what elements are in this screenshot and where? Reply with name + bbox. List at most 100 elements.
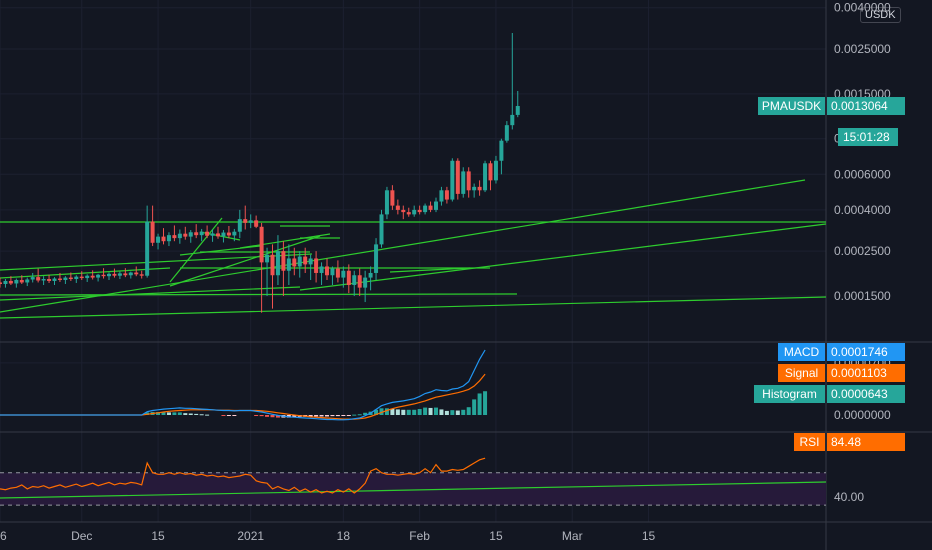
- candle-body: [3, 280, 8, 284]
- candle-body: [275, 251, 280, 276]
- candle-body: [243, 219, 248, 223]
- candle-body: [79, 276, 84, 279]
- candle-body: [63, 277, 68, 280]
- candle-body: [128, 272, 133, 276]
- price-axis-label: 0.0004000: [834, 203, 891, 217]
- macd-histogram-bar: [423, 407, 428, 415]
- time-axis-label: Mar: [562, 529, 583, 543]
- trendline: [0, 293, 518, 296]
- candle-body: [188, 232, 193, 237]
- macd-histogram-bar: [450, 410, 455, 415]
- candle-body: [270, 254, 275, 276]
- candle-body: [19, 279, 24, 283]
- candle-body: [41, 279, 46, 281]
- candle-body: [510, 114, 515, 126]
- macd-histogram-bar: [483, 391, 488, 415]
- candle-body: [395, 205, 400, 210]
- macd-histogram-bar: [270, 415, 275, 418]
- macd-histogram-bar: [357, 414, 362, 416]
- macd-histogram-bar: [346, 415, 351, 416]
- macd-histogram-bar: [161, 412, 166, 415]
- candle-body: [248, 220, 253, 223]
- macd-histogram-bar: [226, 415, 231, 416]
- macd-histogram-bar: [363, 412, 368, 415]
- macd-histogram-bar: [390, 408, 395, 415]
- candle-body: [134, 272, 139, 275]
- time-axis-label: 18: [337, 529, 351, 543]
- candle-body: [357, 275, 362, 288]
- macd-histogram-bar: [183, 413, 188, 415]
- candle-body: [314, 258, 319, 273]
- candle-body: [199, 231, 204, 236]
- candle-body: [504, 125, 509, 141]
- histogram-tag-label: Histogram: [762, 387, 817, 401]
- currency-label[interactable]: USDK: [860, 7, 901, 23]
- trendline: [0, 286, 301, 301]
- trendline: [0, 296, 827, 319]
- macd-histogram-bar: [466, 407, 471, 415]
- macd-histogram-bar: [455, 410, 460, 415]
- candle-body: [101, 274, 106, 277]
- candle-body: [450, 160, 455, 200]
- rsi-band: [0, 472, 826, 506]
- candle-body: [259, 226, 264, 263]
- macd-histogram-bar: [221, 415, 226, 416]
- macd-histogram-bar: [374, 409, 379, 415]
- candle-body: [85, 275, 90, 279]
- time-axis-label: 2021: [237, 529, 264, 543]
- candle-body: [499, 140, 504, 161]
- candle-body: [47, 279, 52, 281]
- rsi-tag: RSI 84.48: [794, 433, 905, 451]
- price-tag-label-box: [758, 97, 825, 116]
- trendlines: [0, 179, 827, 319]
- candle-body: [297, 256, 302, 267]
- candle-body: [161, 236, 166, 242]
- candle-body: [177, 233, 182, 239]
- trendline: [299, 223, 827, 291]
- macd-histogram-bar: [156, 412, 161, 415]
- macd-axis-label: 0.0000000: [834, 408, 891, 422]
- macd-histogram-bar: [412, 409, 417, 415]
- countdown-box: [838, 128, 898, 146]
- candle-body: [107, 273, 111, 277]
- candle-body: [216, 233, 220, 237]
- candle-body: [374, 244, 379, 273]
- candle-body: [472, 186, 477, 191]
- rsi-axis-label: 40.00: [834, 490, 864, 504]
- macd-histogram-bar: [265, 415, 270, 417]
- candle-body: [461, 171, 466, 194]
- price-tag-label: PMAUSDK: [762, 99, 821, 113]
- macd-histogram-bar: [275, 415, 280, 418]
- macd-histogram-bar: [232, 415, 237, 416]
- price-axis-label: 0.0040000: [834, 1, 891, 15]
- candle-body: [156, 236, 161, 243]
- countdown-text: 15:01:28: [843, 130, 890, 144]
- candle-body: [123, 273, 128, 276]
- macd-tag-value-box: [827, 343, 905, 361]
- candle-body: [221, 232, 226, 237]
- candle-body: [96, 274, 101, 278]
- price-axis-label: 0.0002500: [834, 244, 891, 258]
- candle-body: [74, 276, 79, 280]
- macd-histogram: [145, 391, 488, 418]
- trendline: [239, 233, 331, 249]
- macd-histogram-bar: [417, 409, 422, 415]
- candle-body: [254, 220, 259, 227]
- macd-histogram-bar: [319, 415, 324, 417]
- macd-histogram-bar: [401, 409, 406, 415]
- price-axis-label: 0.0025000: [834, 42, 891, 56]
- macd-tag-label-box: [778, 343, 825, 361]
- price-tag-value-box: [827, 97, 905, 116]
- candle-body: [401, 209, 406, 213]
- candle-body: [145, 221, 150, 276]
- macd-histogram-bar: [177, 412, 182, 415]
- candle-body: [335, 268, 340, 278]
- price-tag-value: 0.0013064: [831, 99, 888, 113]
- trendline: [0, 267, 171, 279]
- candle-body: [346, 270, 351, 286]
- macd-histogram-bar: [188, 413, 193, 415]
- rsi-tag-label-box: [794, 433, 825, 451]
- macd-histogram-bar: [444, 410, 449, 415]
- macd-histogram-bar: [406, 409, 411, 415]
